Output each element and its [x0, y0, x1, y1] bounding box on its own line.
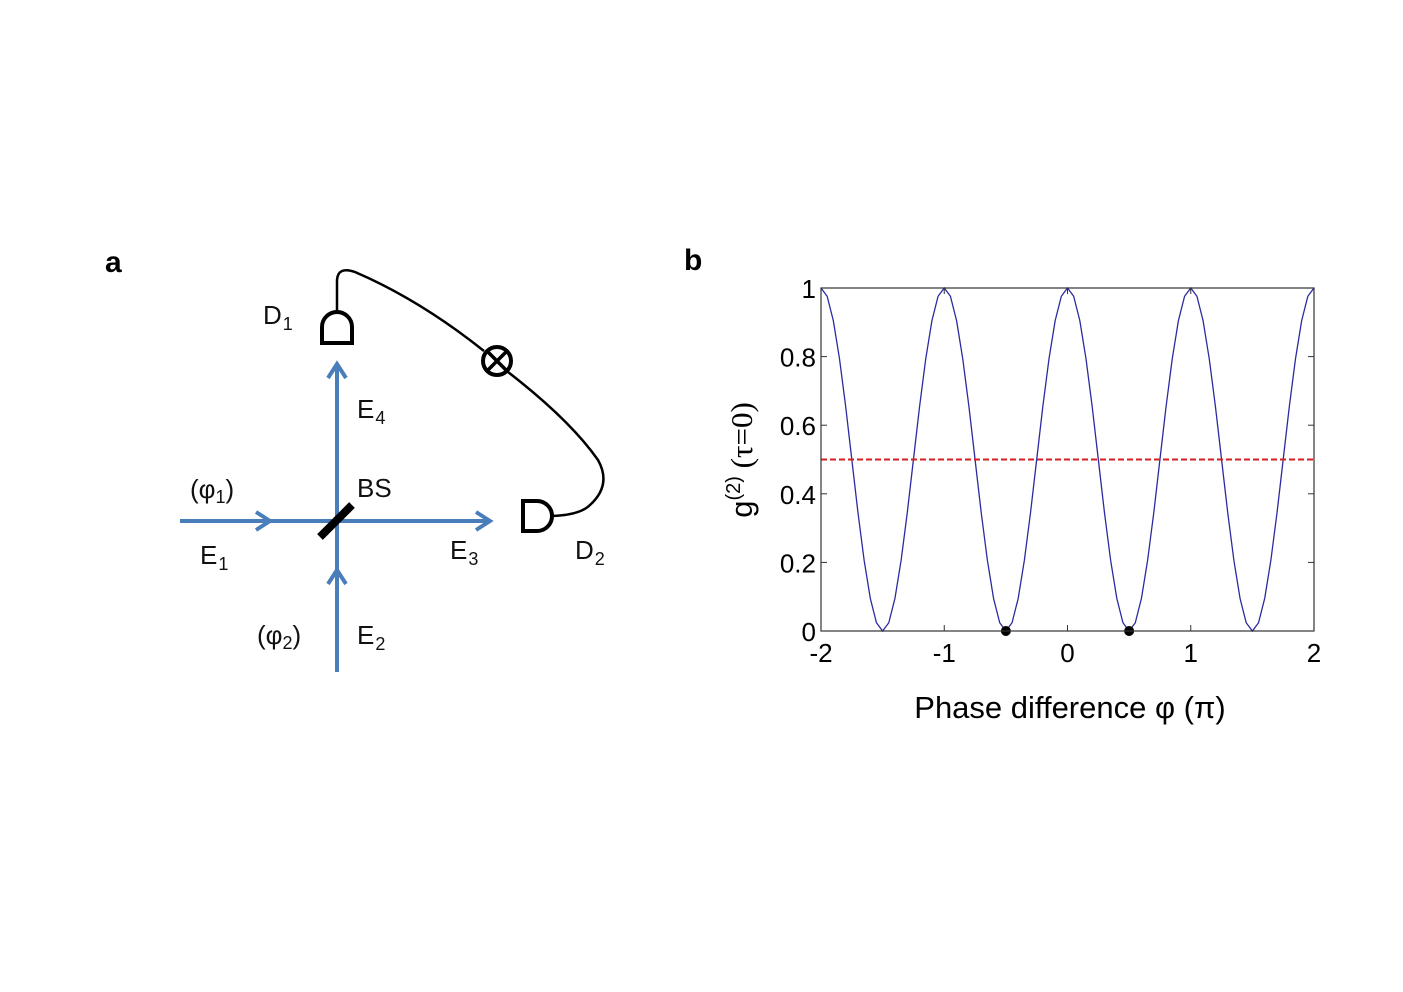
y-tick-label: 0.6 [780, 411, 816, 441]
label-phi1: (φ1) [190, 474, 234, 507]
x-tick-label: 0 [1060, 638, 1074, 668]
label-e4: E4 [357, 394, 385, 428]
x-tick-label: 2 [1307, 638, 1321, 668]
label-e3: E3 [450, 535, 478, 569]
x-tick-label: -2 [809, 638, 832, 668]
series-layer [820, 286, 1315, 633]
detector-d1-icon [320, 310, 354, 345]
label-bs: BS [357, 473, 392, 503]
beam-arrow-e4 [326, 360, 348, 380]
g2-chart: -2 -1 0 1 2 0 0.2 0.4 0.6 0.8 1 Phase difference φ… [723, 274, 1321, 725]
y-tick-label: 0.8 [780, 343, 816, 373]
y-axis-label: g(2) (τ=0) [723, 402, 759, 518]
beam-arrow-e1 [254, 510, 274, 532]
x-tick-label: -1 [933, 638, 956, 668]
tick-layer: -2 -1 0 1 2 0 0.2 0.4 0.6 0.8 1 [780, 274, 1321, 668]
panel-a-label: a [105, 246, 122, 279]
correlator-otimes-icon [481, 345, 513, 377]
y-tick-label: 0.4 [780, 480, 816, 510]
detector-d2-icon [521, 499, 554, 533]
x-axis-label: Phase difference φ (π) [914, 690, 1225, 725]
beam-splitter [317, 502, 355, 540]
optical-diagram: D1 E4 (φ1) BS E1 E3 D2 (φ2) E2 [180, 269, 605, 672]
label-e1: E1 [200, 540, 228, 574]
label-d2: D2 [575, 535, 605, 569]
coincidence-wire [507, 371, 605, 518]
beam-arrow-e2 [326, 566, 348, 586]
y-tick-label: 0 [802, 617, 816, 647]
y-tick-label: 0.2 [780, 548, 816, 578]
label-phi2: (φ2) [257, 620, 301, 653]
label-d1: D1 [263, 300, 293, 334]
label-e2: E2 [357, 620, 385, 654]
coincidence-wire [335, 269, 485, 352]
x-tick-label: 1 [1184, 638, 1198, 668]
y-tick-label: 1 [802, 274, 816, 304]
panel-b-label: b [684, 244, 702, 277]
beam-arrow-e3 [474, 510, 494, 532]
